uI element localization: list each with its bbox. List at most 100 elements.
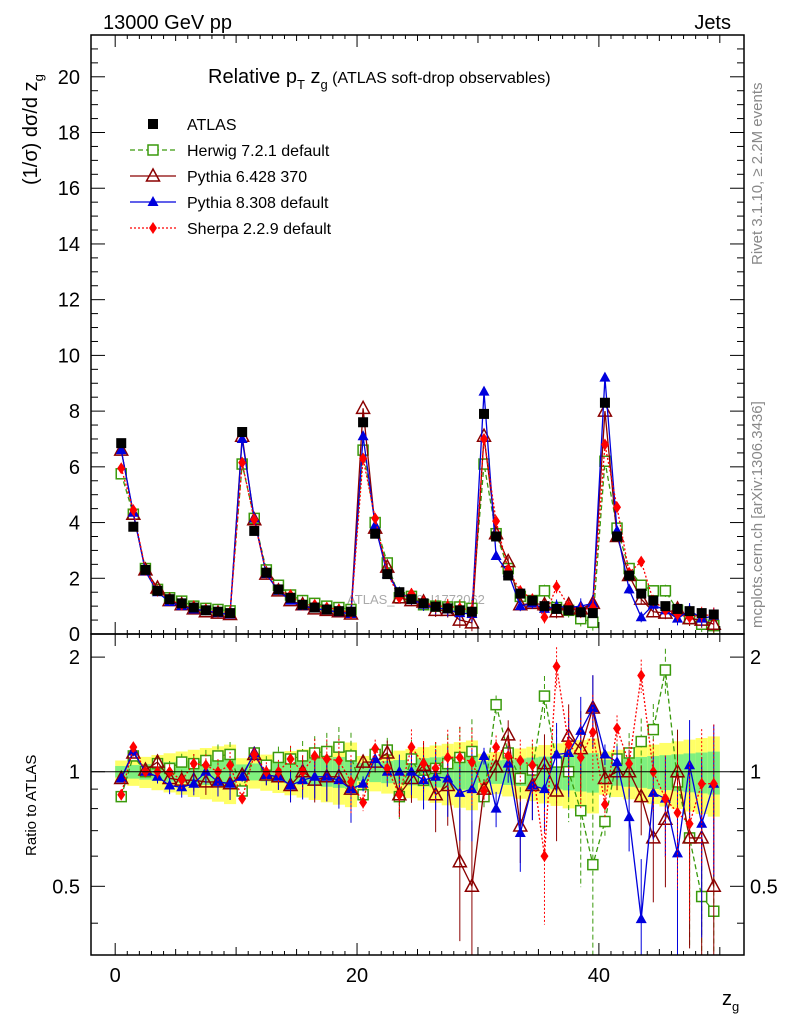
main-point-pythia-8-308-default (490, 549, 502, 560)
ratio-point-sherpa-2-2-9-default (359, 796, 368, 809)
ratio-point-sherpa-2-2-9-default (492, 741, 501, 754)
ratio-series-pythia-8-308-default (115, 675, 720, 955)
plot-title-sub-g: g (320, 77, 327, 92)
main-y-axis-label-text: (1/σ) dσ/d z (20, 81, 42, 185)
ratio-point-herwig-7-2-1-default (490, 698, 502, 711)
ratio-point-sherpa-2-2-9-default (613, 722, 622, 735)
plot-title-prefix: Relative p (208, 66, 297, 88)
main-point-herwig-7-2-1-default (659, 585, 672, 597)
main-point-pythia-8-308-default (357, 430, 369, 441)
main-point-pythia-8-308-default (478, 385, 490, 396)
ratio-point-sherpa-2-2-9-default (576, 751, 585, 764)
main-point-sherpa-2-2-9-default (117, 462, 126, 475)
ratio-y-tick-label-left: 2 (69, 647, 80, 669)
ratio-point-sherpa-2-2-9-default (673, 806, 682, 819)
main-point-sherpa-2-2-9-default (480, 432, 489, 445)
ratio-point-sherpa-2-2-9-default (117, 788, 126, 801)
ratio-point-pythia-6-428-370 (621, 763, 637, 778)
ratio-point-sherpa-2-2-9-default (286, 752, 295, 765)
main-y-axis-label: (1/σ) dσ/d zg (20, 74, 46, 185)
main-point-atlas (442, 603, 453, 614)
ratio-point-sherpa-2-2-9-default (346, 775, 355, 788)
ratio-point-pythia-8-308-default (490, 802, 502, 813)
legend-marker-pythia-6-428-370 (145, 167, 161, 182)
main-y-tick-label: 20 (58, 67, 80, 89)
ratio-point-herwig-7-2-1-default (575, 804, 587, 817)
legend-item-atlas: ATLAS (148, 117, 237, 134)
ratio-point-sherpa-2-2-9-default (238, 792, 247, 805)
ratio-point-sherpa-2-2-9-default (310, 749, 319, 762)
plot-title: Relative pT zg (ATLAS soft-drop observab… (208, 66, 551, 92)
ratio-point-pythia-8-308-default (671, 847, 683, 858)
ratio-y-axis-label: Ratio to ATLAS (23, 755, 40, 856)
ratio-point-sherpa-2-2-9-default (480, 784, 489, 797)
main-point-atlas (515, 588, 526, 599)
ratio-point-sherpa-2-2-9-default (334, 754, 343, 767)
legend-marker-sherpa-2-2-9-default (149, 222, 157, 234)
ratio-point-sherpa-2-2-9-default (709, 777, 718, 790)
main-point-atlas (285, 592, 296, 603)
side-text-mcplots: mcplots.cern.ch [arXiv:1306.3436] (749, 401, 766, 628)
ratio-point-pythia-8-308-default (442, 772, 454, 783)
ratio-point-sherpa-2-2-9-default (564, 738, 573, 751)
main-point-atlas (297, 599, 308, 610)
ratio-y-tick-label-right: 1 (750, 762, 761, 784)
main-point-atlas (491, 531, 502, 542)
ratio-point-pythia-8-308-default (478, 749, 490, 760)
ratio-point-pythia-8-308-default (538, 783, 550, 794)
ratio-point-sherpa-2-2-9-default (129, 741, 138, 754)
ratio-point-herwig-7-2-1-default (647, 723, 660, 736)
main-y-tick-label: 0 (69, 624, 80, 646)
main-y-tick-label: 10 (58, 345, 80, 367)
ratio-point-sherpa-2-2-9-default (504, 749, 513, 762)
ratio-point-pythia-6-428-370 (355, 753, 371, 768)
ratio-point-pythia-8-308-default (164, 779, 176, 790)
main-point-atlas (333, 606, 344, 617)
main-point-atlas (116, 438, 127, 449)
ratio-point-sherpa-2-2-9-default (189, 757, 198, 770)
main-point-pythia-6-428-370 (645, 603, 662, 618)
main-point-atlas (249, 525, 260, 536)
ratio-point-herwig-7-2-1-default (175, 756, 188, 768)
main-point-atlas (164, 594, 175, 605)
legend-marker-atlas (148, 119, 158, 129)
main-point-atlas (370, 528, 381, 539)
main-point-atlas (430, 601, 441, 612)
ratio-point-sherpa-2-2-9-default (552, 660, 561, 673)
main-point-pythia-6-428-370 (452, 611, 468, 626)
legend-label-herwig-7-2-1-default: Herwig 7.2.1 default (187, 143, 330, 160)
ratio-point-sherpa-2-2-9-default (322, 752, 331, 765)
ratio-point-pythia-8-308-default (611, 756, 623, 767)
ratio-point-pythia-6-428-370 (198, 773, 214, 788)
ratio-point-pythia-8-308-default (393, 765, 405, 776)
ratio-point-pythia-6-428-370 (548, 782, 565, 797)
ratio-point-sherpa-2-2-9-default (600, 798, 609, 811)
main-point-pythia-6-428-370 (464, 614, 480, 629)
ratio-point-pythia-8-308-default (575, 724, 587, 735)
ratio-y-tick-label-left: 0.5 (52, 876, 80, 898)
header-process: Jets (694, 12, 731, 34)
ratio-point-sherpa-2-2-9-default (177, 774, 186, 787)
main-point-sherpa-2-2-9-default (613, 501, 622, 514)
ratio-point-pythia-6-428-370 (464, 877, 480, 893)
main-point-sherpa-2-2-9-default (600, 438, 609, 451)
legend-marker-herwig-7-2-1-default (147, 144, 159, 156)
main-point-atlas (708, 609, 719, 620)
ratio-y-tick-label-right: 0.5 (750, 876, 778, 898)
ratio-point-herwig-7-2-1-default (659, 664, 672, 676)
ratio-point-herwig-7-2-1-default (587, 858, 599, 871)
main-point-pythia-6-428-370 (706, 615, 722, 630)
main-point-atlas (418, 598, 429, 609)
main-point-atlas (539, 601, 550, 612)
main-point-pythia-8-308-default (635, 611, 647, 622)
main-point-atlas (176, 598, 187, 609)
ratio-band-inner (586, 753, 599, 793)
main-point-atlas (636, 588, 647, 599)
main-point-atlas (358, 417, 369, 428)
ratio-point-pythia-8-308-default (188, 777, 200, 788)
ratio-point-sherpa-2-2-9-default (455, 751, 464, 764)
x-tick-label: 40 (588, 965, 610, 987)
